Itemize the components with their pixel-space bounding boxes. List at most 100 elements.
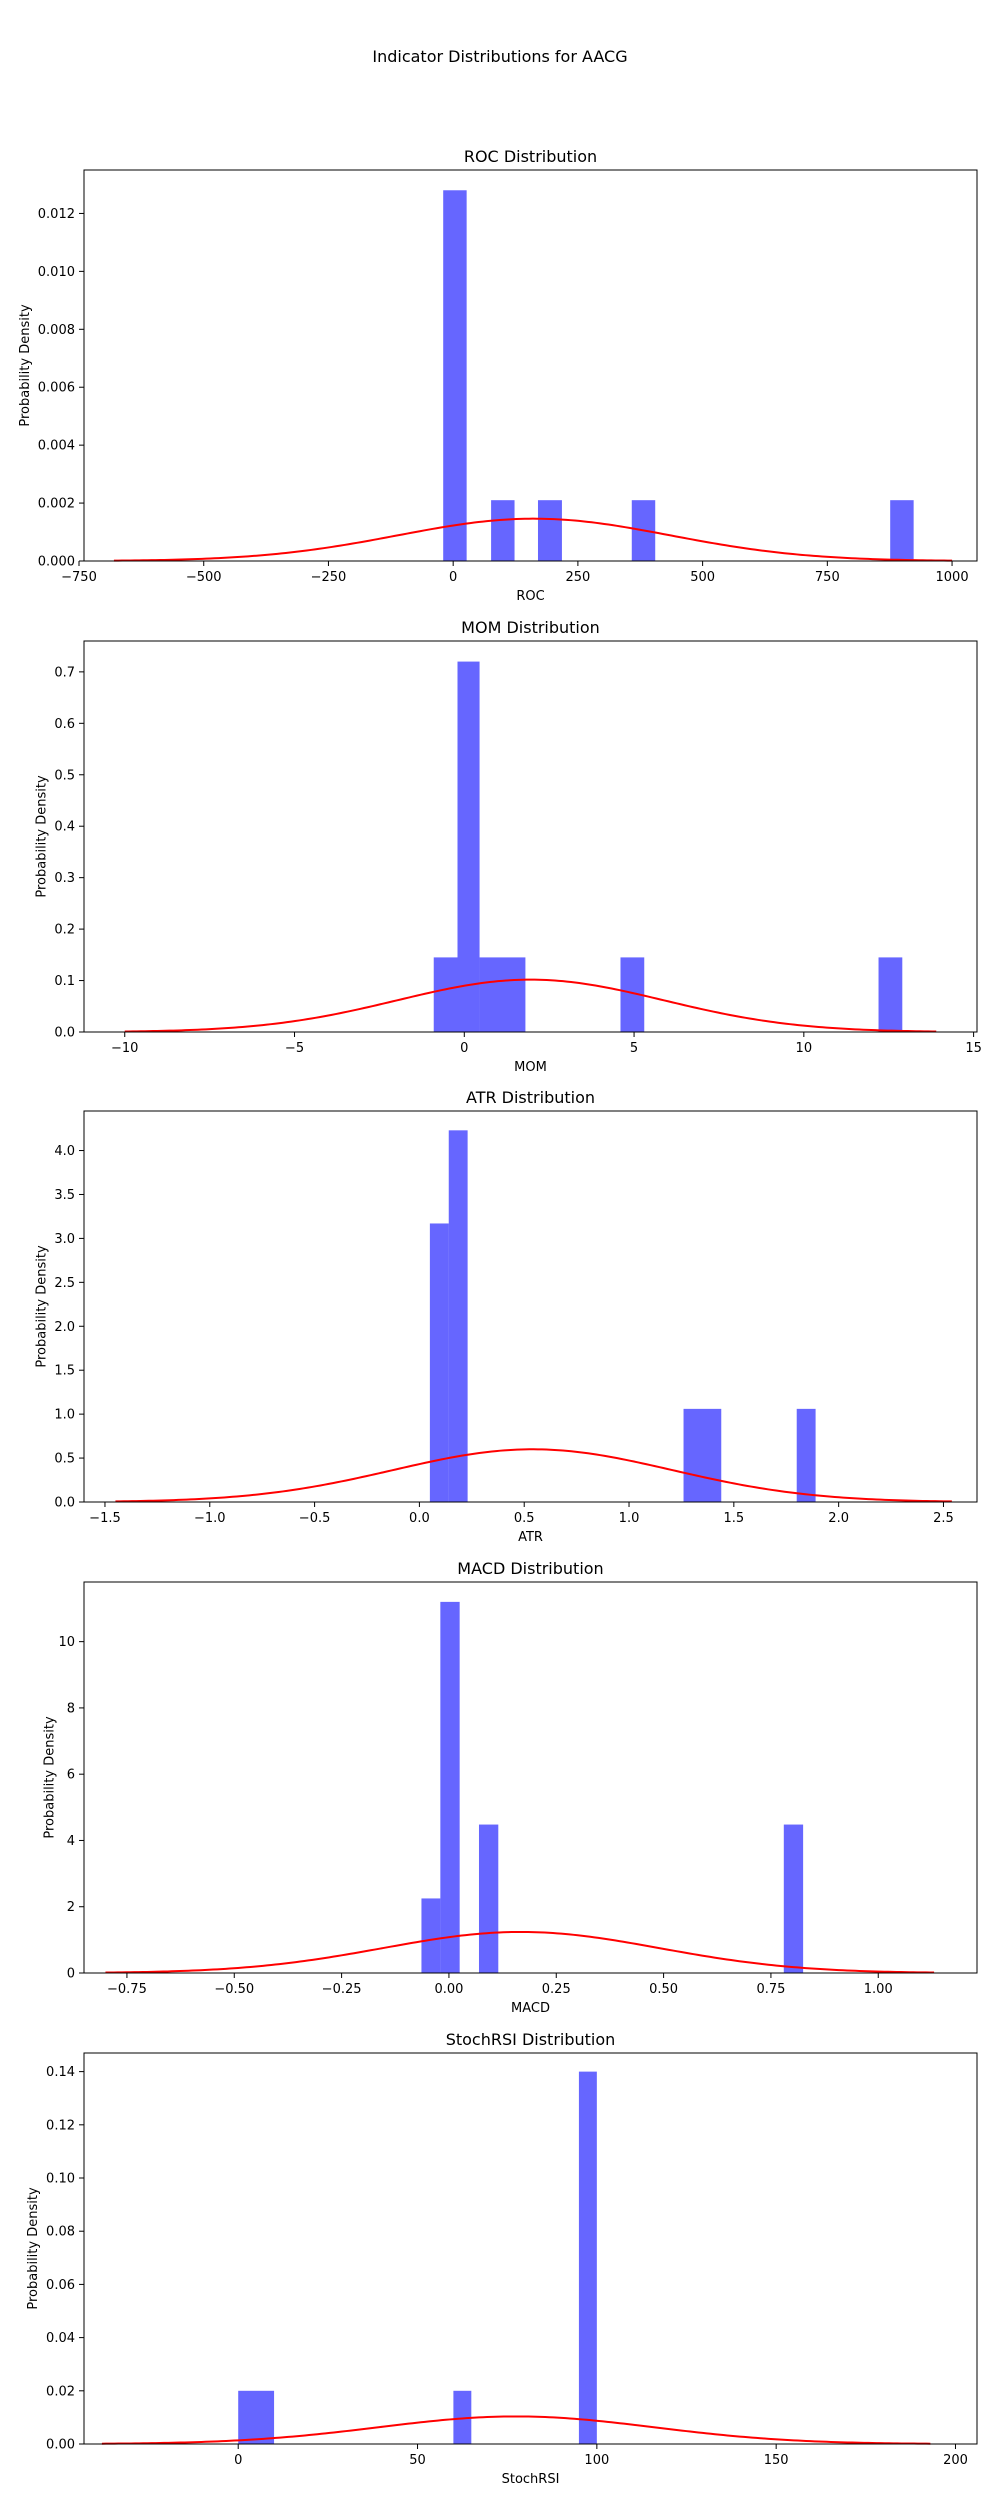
histogram-bar (479, 957, 526, 1032)
x-tick-label: 250 (565, 570, 590, 585)
y-tick-label: 0.08 (46, 2225, 75, 2240)
x-tick-label: −0.75 (107, 1982, 147, 1997)
histogram-bar (478, 1824, 499, 1973)
x-axis-label: ROC (516, 589, 544, 604)
chart-panel-1: −10 −5 0 5 10 15 0.0 0.1 0.2 0.3 0.4 0.5 0.6 0.7 MOM D… (34, 618, 981, 1075)
y-tick-label: 4.0 (54, 1144, 75, 1159)
y-tick-label: 0.006 (38, 381, 75, 396)
chart-title: ROC Distribution (464, 147, 597, 166)
x-axis-label: StochRSI (502, 2472, 560, 2487)
x-tick-label: 500 (690, 570, 715, 585)
histogram-bar (440, 1601, 460, 1973)
y-axis-label: Probability Density (18, 304, 33, 427)
y-tick-label: 6 (67, 1768, 75, 1783)
y-tick-label: 0.5 (54, 768, 75, 783)
x-tick-label: 100 (584, 2453, 609, 2468)
y-tick-label: 0.06 (46, 2278, 75, 2293)
x-tick-label: 200 (943, 2453, 968, 2468)
y-tick-label: 0.008 (38, 323, 75, 338)
plot-area-frame (83, 1581, 978, 1974)
y-tick-label: 4 (67, 1834, 75, 1849)
x-tick-label: 2.5 (933, 1511, 954, 1526)
x-tick-label: 15 (965, 1041, 982, 1056)
chart-panel-2: −1.5 −1.0 −0.5 0.0 0.5 1.0 1.5 2.0 2.5 0.0 0.5 1.0 1… (34, 1088, 978, 1545)
x-tick-label: 0 (234, 2453, 242, 2468)
x-tick-label: 0 (449, 570, 457, 585)
x-tick-label: −500 (186, 570, 222, 585)
x-tick-label: 2.0 (828, 1511, 849, 1526)
y-tick-label: 0.004 (38, 439, 75, 454)
histogram-bar (537, 500, 562, 561)
y-tick-label: 0.2 (54, 923, 75, 938)
x-tick-label: 10 (796, 1041, 813, 1056)
chart-title: MOM Distribution (461, 618, 600, 637)
histogram-bar (796, 1408, 816, 1502)
plot-area-frame (83, 2052, 978, 2445)
y-tick-label: 1.0 (54, 1408, 75, 1423)
chart-title: ATR Distribution (466, 1088, 595, 1107)
x-tick-label: 0.00 (434, 1982, 463, 1997)
normal-fit-curve (124, 978, 937, 1033)
histogram-bar (890, 500, 914, 561)
x-tick-label: −250 (311, 570, 347, 585)
y-tick-label: 0.6 (54, 717, 75, 732)
plot-area-frame (83, 640, 978, 1033)
histogram-bar (421, 1898, 441, 1973)
y-tick-label: 3.5 (54, 1188, 75, 1203)
y-tick-label: 0.0 (54, 1026, 75, 1041)
y-tick-label: 0.002 (38, 497, 75, 512)
y-tick-label: 0.10 (46, 2172, 75, 2187)
histogram-bar (238, 2390, 275, 2444)
y-tick-label: 0.4 (54, 820, 75, 835)
y-tick-label: 8 (67, 1701, 75, 1716)
y-axis-label: Probability Density (43, 1716, 58, 1839)
x-tick-label: 1.5 (723, 1511, 744, 1526)
y-tick-label: 0 (67, 1967, 75, 1982)
x-tick-label: −750 (61, 570, 97, 585)
x-tick-label: −0.5 (299, 1511, 331, 1526)
y-tick-label: 0.7 (54, 665, 75, 680)
y-tick-label: 0.04 (46, 2331, 75, 2346)
x-tick-label: 0.50 (649, 1982, 678, 1997)
histogram-bar (620, 957, 645, 1032)
x-axis-label: MACD (511, 2001, 550, 2016)
x-tick-label: −10 (111, 1041, 138, 1056)
histogram-bar (783, 1824, 804, 1973)
normal-fit-curve (101, 2415, 931, 2445)
y-tick-label: 2.0 (54, 1320, 75, 1335)
y-tick-label: 0.000 (38, 555, 75, 570)
x-tick-label: 1.0 (619, 1511, 640, 1526)
normal-fit-curve (113, 517, 953, 562)
chart-title: StochRSI Distribution (446, 2030, 616, 2049)
x-tick-label: 0.0 (409, 1511, 430, 1526)
x-tick-label: −0.50 (214, 1982, 254, 1997)
y-axis-label: Probability Density (26, 2187, 41, 2310)
x-axis-label: ATR (518, 1530, 543, 1545)
x-tick-label: 50 (409, 2453, 426, 2468)
x-tick-label: 5 (630, 1041, 638, 1056)
y-tick-label: 0.012 (38, 207, 75, 222)
y-axis-label: Probability Density (34, 1245, 49, 1368)
histogram-bar (878, 957, 903, 1032)
y-tick-label: 0.00 (46, 2438, 75, 2453)
x-tick-label: 0.25 (542, 1982, 571, 1997)
x-tick-label: −1.0 (194, 1511, 226, 1526)
chart-panel-4: 0 50 100 150 200 0.00 0.02 0.04 0.06 0.08 0.10 0.12… (26, 2030, 978, 2487)
x-tick-label: 1000 (936, 570, 969, 585)
x-tick-label: 0.75 (756, 1982, 785, 1997)
x-tick-label: −5 (285, 1041, 304, 1056)
x-tick-label: −1.5 (89, 1511, 121, 1526)
chart-panel-0: −750 −500 −250 0 250 500 750 1000 0.000 0.002 0.00… (18, 147, 978, 604)
y-tick-label: 0.1 (54, 974, 75, 989)
x-tick-label: 150 (764, 2453, 789, 2468)
histogram-bar (453, 2390, 472, 2444)
charts-container: −750 −500 −250 0 250 500 750 10000.0000.0020.00… (18, 147, 982, 2487)
y-axis-label: Probability Density (34, 775, 49, 898)
y-tick-label: 0.14 (46, 2065, 75, 2080)
y-tick-label: 10 (58, 1635, 75, 1650)
normal-fit-curve (115, 1448, 952, 1503)
chart-title: MACD Distribution (457, 1559, 603, 1578)
y-tick-label: 0.3 (54, 871, 75, 886)
histogram-bar (491, 500, 515, 561)
